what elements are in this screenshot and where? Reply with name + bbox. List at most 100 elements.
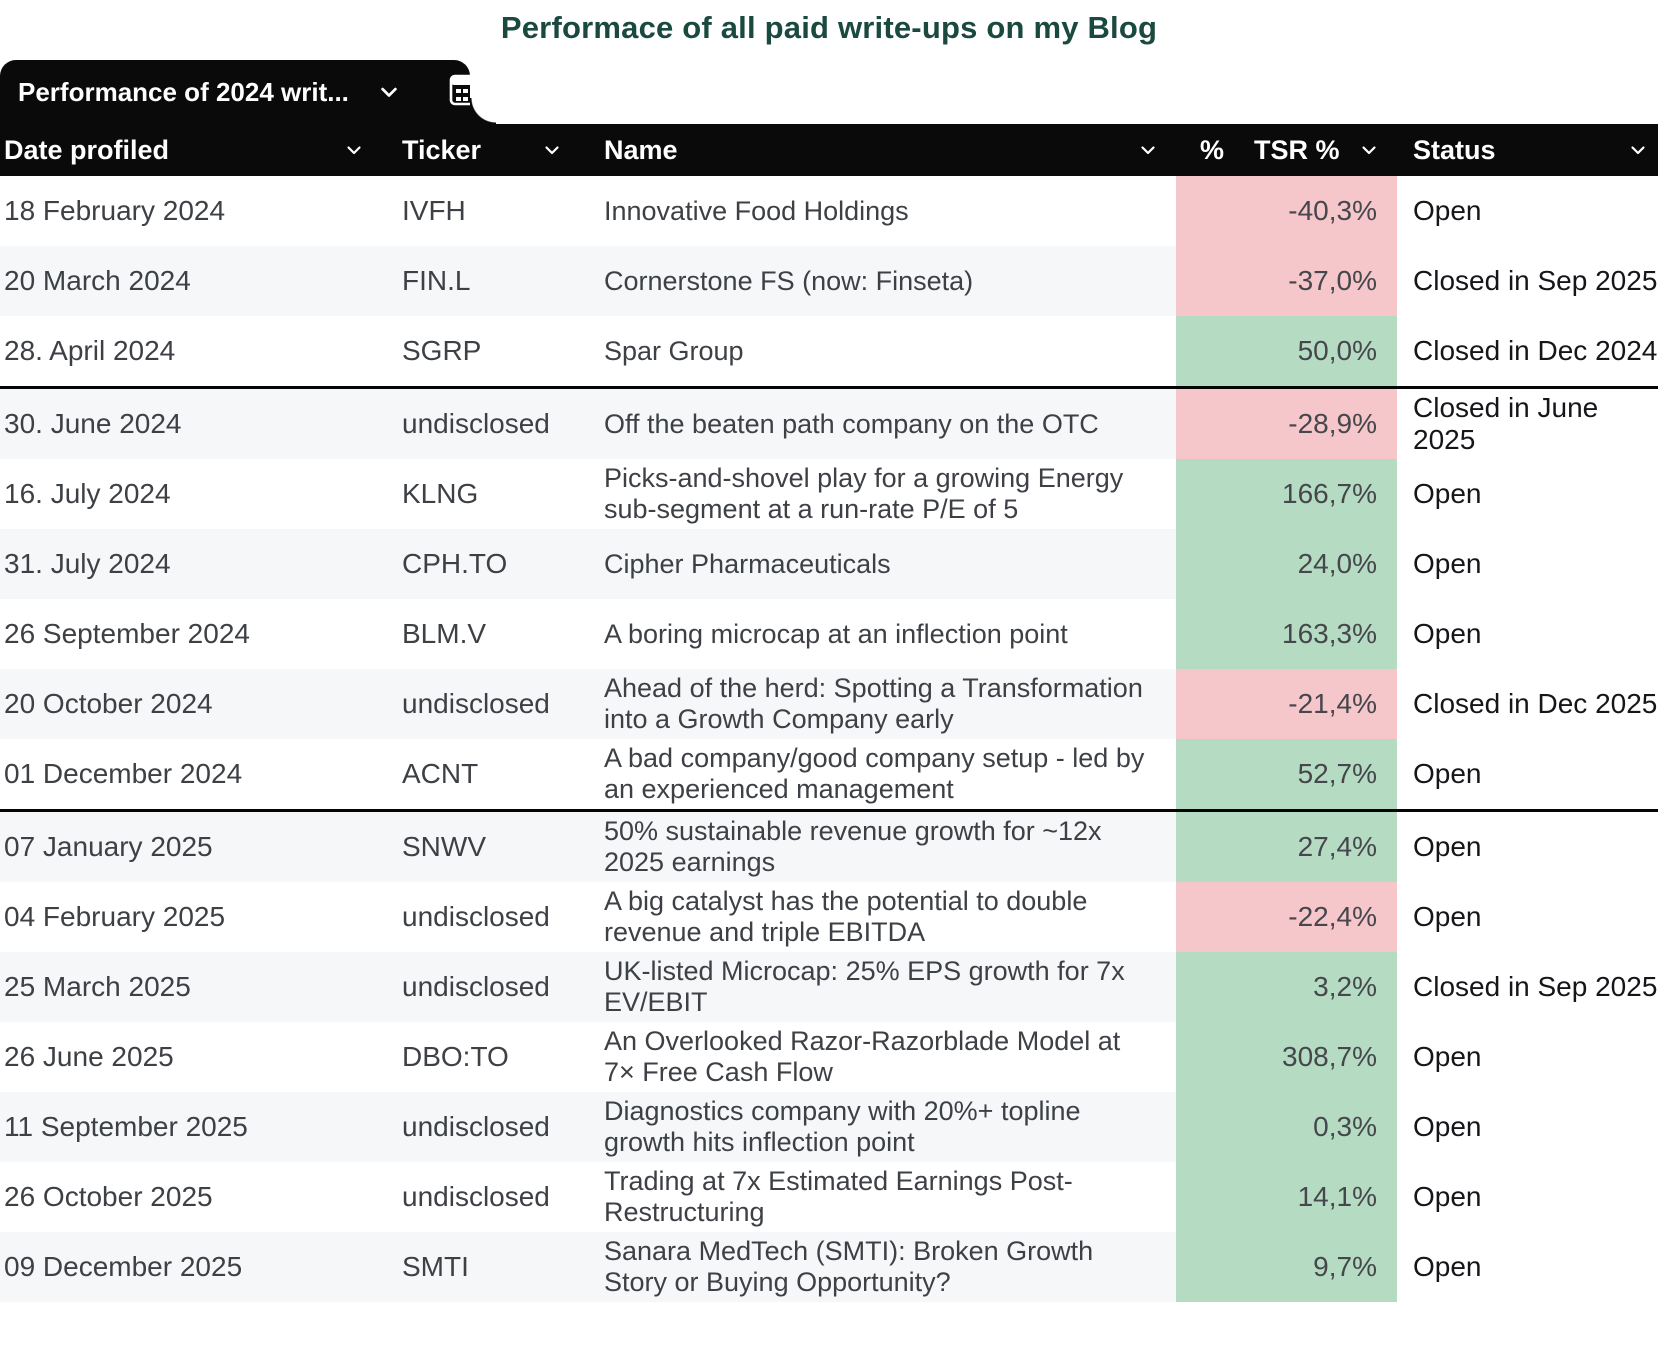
cell-date: 20 October 2024 — [0, 669, 398, 739]
cell-ticker: DBO:TO — [402, 1041, 509, 1072]
chevron-down-icon[interactable] — [540, 138, 564, 162]
table-row[interactable]: 20 October 2024 undisclosed Ahead of the… — [0, 669, 1658, 739]
cell-name: Off the beaten path company on the OTC — [600, 389, 1176, 459]
cell-ticker: undisclosed — [398, 952, 600, 1022]
spreadsheet-icon[interactable] — [447, 72, 483, 113]
cell-status: Closed in June 2025 — [1413, 392, 1599, 455]
cell-name: Diagnostics company with 20%+ topline gr… — [600, 1092, 1176, 1162]
cell-tsr: 0,3% — [1176, 1092, 1397, 1162]
sheet-tab[interactable]: Performance of 2024 writ... — [0, 60, 496, 124]
table-row[interactable]: 31. July 2024 CPH.TO Cipher Pharmaceutic… — [0, 529, 1658, 599]
cell-name: Trading at 7x Estimated Earnings Post-Re… — [604, 1166, 1073, 1227]
cell-ticker: SNWV — [398, 812, 600, 882]
cell-status: Open — [1413, 1111, 1482, 1142]
cell-tsr: 166,7% — [1176, 459, 1397, 529]
cell-date: 16. July 2024 — [4, 478, 171, 509]
cell-tsr: 52,7% — [1176, 739, 1397, 809]
cell-tsr: 24,0% — [1176, 529, 1397, 599]
cell-status: Closed in Sep 2025 — [1413, 265, 1658, 296]
cell-ticker: CPH.TO — [398, 529, 600, 599]
cell-status: Open — [1413, 1251, 1482, 1282]
cell-status: Open — [1413, 195, 1482, 226]
cell-date: 11 September 2025 — [0, 1092, 398, 1162]
sheet-tab-label: Performance of 2024 writ... — [18, 76, 349, 107]
table-row[interactable]: 30. June 2024 undisclosed Off the beaten… — [0, 386, 1658, 459]
chevron-down-icon[interactable] — [1357, 138, 1381, 162]
cell-tsr: 163,3% — [1176, 599, 1397, 669]
table-body: 18 February 2024 IVFH Innovative Food Ho… — [0, 176, 1658, 1302]
cell-status: Open — [1413, 548, 1482, 579]
cell-status: Open — [1413, 618, 1482, 649]
cell-date: 07 January 2025 — [0, 812, 398, 882]
cell-name: Cornerstone FS (now: Finseta) — [600, 246, 1176, 316]
table-row[interactable]: 07 January 2025 SNWV 50% sustainable rev… — [0, 809, 1658, 882]
chevron-down-icon[interactable] — [1136, 138, 1160, 162]
table-row[interactable]: 26 June 2025 DBO:TO An Overlooked Razor-… — [0, 1022, 1658, 1092]
table-header: Date profiled Ticker Name % TSR % Status — [0, 124, 1658, 176]
cell-ticker: undisclosed — [402, 1181, 550, 1212]
table-row[interactable]: 09 December 2025 SMTI Sanara MedTech (SM… — [0, 1232, 1658, 1302]
table-row[interactable]: 20 March 2024 FIN.L Cornerstone FS (now:… — [0, 246, 1658, 316]
cell-status: Closed in Dec 2025 — [1413, 688, 1658, 719]
cell-tsr: 50,0% — [1176, 316, 1397, 386]
column-header-status[interactable]: Status — [1397, 124, 1658, 176]
table-row[interactable]: 26 September 2024 BLM.V A boring microca… — [0, 599, 1658, 669]
cell-ticker: FIN.L — [398, 246, 600, 316]
table-row[interactable]: 04 February 2025 undisclosed A big catal… — [0, 882, 1658, 952]
cell-date: 20 March 2024 — [0, 246, 398, 316]
cell-date: 01 December 2024 — [4, 758, 243, 789]
cell-status: Open — [1413, 478, 1482, 509]
table-row[interactable]: 18 February 2024 IVFH Innovative Food Ho… — [0, 176, 1658, 246]
cell-name: A bad company/good company setup - led b… — [604, 743, 1145, 804]
column-label: TSR % — [1254, 134, 1340, 165]
cell-name: A boring microcap at an inflection point — [604, 618, 1068, 649]
cell-ticker: BLM.V — [402, 618, 487, 649]
cell-tsr: -22,4% — [1176, 882, 1397, 952]
cell-date: 30. June 2024 — [0, 389, 398, 459]
table-row[interactable]: 25 March 2025 undisclosed UK-listed Micr… — [0, 952, 1658, 1022]
cell-date: 25 March 2025 — [0, 952, 398, 1022]
cell-tsr: 3,2% — [1176, 952, 1397, 1022]
cell-status: Open — [1413, 1041, 1482, 1072]
cell-ticker: undisclosed — [398, 389, 600, 459]
cell-tsr: 14,1% — [1176, 1162, 1397, 1232]
cell-tsr: 308,7% — [1176, 1022, 1397, 1092]
cell-tsr: -28,9% — [1176, 389, 1397, 459]
cell-status: Open — [1413, 901, 1482, 932]
cell-tsr: 9,7% — [1176, 1232, 1397, 1302]
cell-ticker: undisclosed — [398, 669, 600, 739]
table-row[interactable]: 01 December 2024 ACNT A bad company/good… — [0, 739, 1658, 809]
cell-ticker: undisclosed — [398, 1092, 600, 1162]
cell-date: 26 September 2024 — [4, 618, 250, 649]
table-row[interactable]: 26 October 2025 undisclosed Trading at 7… — [0, 1162, 1658, 1232]
table-row[interactable]: 28. April 2024 SGRP Spar Group 50,0% Clo… — [0, 316, 1658, 386]
percent-symbol: % — [1200, 134, 1225, 165]
chevron-down-icon[interactable] — [1626, 138, 1650, 162]
cell-name: Picks-and-shovel play for a growing Ener… — [604, 463, 1124, 524]
column-header-ticker[interactable]: Ticker — [398, 124, 600, 176]
cell-date: 18 February 2024 — [4, 195, 226, 226]
column-label: Status — [1413, 134, 1496, 165]
column-header-date-profiled[interactable]: Date profiled — [0, 124, 398, 176]
column-header-name[interactable]: Name — [600, 124, 1176, 176]
chevron-down-icon[interactable] — [342, 138, 366, 162]
cell-status: Open — [1413, 831, 1482, 862]
cell-date: 09 December 2025 — [0, 1232, 398, 1302]
column-header-tsr[interactable]: % TSR % — [1176, 124, 1397, 176]
cell-name: An Overlooked Razor-Razorblade Model at … — [604, 1026, 1121, 1087]
cell-date: 26 October 2025 — [4, 1181, 213, 1212]
cell-ticker: IVFH — [402, 195, 466, 226]
cell-tsr: -40,3% — [1176, 176, 1397, 246]
cell-status: Open — [1413, 758, 1482, 789]
cell-date: 04 February 2025 — [4, 901, 226, 932]
writeups-table: Date profiled Ticker Name % TSR % Status… — [0, 124, 1658, 1302]
cell-ticker: SGRP — [402, 335, 482, 366]
table-row[interactable]: 11 September 2025 undisclosed Diagnostic… — [0, 1092, 1658, 1162]
cell-name: Innovative Food Holdings — [604, 195, 909, 226]
table-row[interactable]: 16. July 2024 KLNG Picks-and-shovel play… — [0, 459, 1658, 529]
cell-date: 28. April 2024 — [4, 335, 176, 366]
cell-ticker: SMTI — [398, 1232, 600, 1302]
page-title: Performace of all paid write-ups on my B… — [500, 10, 1158, 45]
column-label: Ticker — [402, 134, 482, 165]
chevron-down-icon[interactable] — [375, 78, 403, 106]
